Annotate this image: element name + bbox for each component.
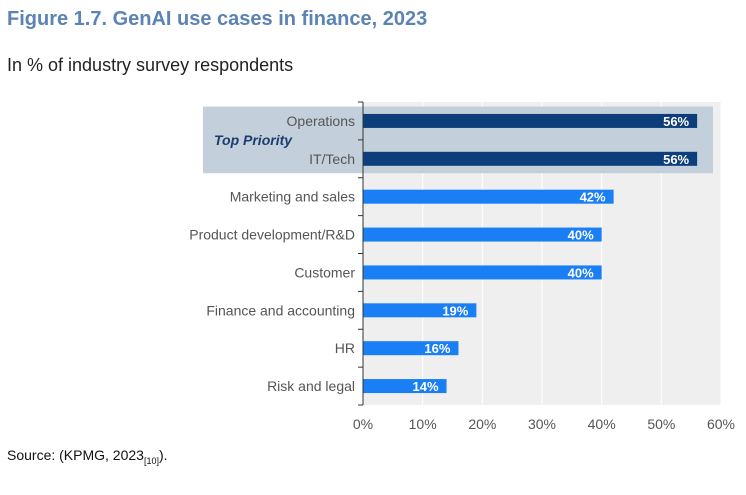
figure-subtitle: In % of industry survey respondents: [7, 55, 294, 75]
source-note: Source: (KPMG, 2023[10]).: [7, 447, 168, 466]
x-tick-label: 0%: [353, 416, 373, 432]
value-label: 19%: [442, 303, 468, 318]
x-tick-label: 20%: [468, 416, 496, 432]
bar: [363, 265, 602, 280]
highlight-label: Top Priority: [214, 132, 293, 148]
value-label: 16%: [424, 341, 450, 356]
bar: [363, 113, 698, 128]
category-label: Customer: [294, 264, 355, 280]
x-tick-label: 50%: [647, 416, 675, 432]
value-label: 42%: [580, 190, 606, 205]
y-axis-ticks: [358, 101, 363, 406]
value-label: 56%: [663, 114, 689, 129]
value-label: 14%: [413, 379, 439, 394]
bar: [363, 303, 477, 318]
x-tick-label: 60%: [707, 416, 735, 432]
bar: [363, 227, 602, 242]
source-ref: [10]: [143, 455, 159, 466]
category-label: Operations: [287, 113, 355, 129]
x-tick-label: 10%: [409, 416, 437, 432]
category-labels: Operations IT/Tech Marketing and sales Prod…: [189, 113, 355, 394]
bar: [363, 379, 447, 394]
category-label: HR: [335, 340, 355, 356]
category-label: Risk and legal: [267, 378, 355, 394]
value-label: 40%: [568, 228, 594, 243]
x-tick-labels: 0% 10% 20% 30% 40% 50% 60%: [353, 416, 735, 432]
x-tick-label: 30%: [528, 416, 556, 432]
bar: [363, 341, 459, 356]
bar: [363, 189, 614, 204]
bar: [363, 151, 698, 166]
source-end: ).: [158, 447, 168, 463]
value-labels: 56% 56% 42% 40% 40% 19% 16% 14%: [413, 114, 690, 394]
bars: [363, 113, 698, 394]
value-label: 56%: [663, 152, 689, 167]
x-tick-label: 40%: [588, 416, 616, 432]
category-label: Marketing and sales: [230, 189, 355, 205]
category-label: Finance and accounting: [206, 302, 355, 318]
category-label: IT/Tech: [309, 151, 355, 167]
value-label: 40%: [568, 265, 594, 280]
category-label: Product development/R&D: [189, 227, 355, 243]
source-text: Source: (KPMG, 2023: [7, 447, 144, 463]
figure-title: Figure 1.7. GenAI use cases in finance, …: [7, 8, 428, 30]
